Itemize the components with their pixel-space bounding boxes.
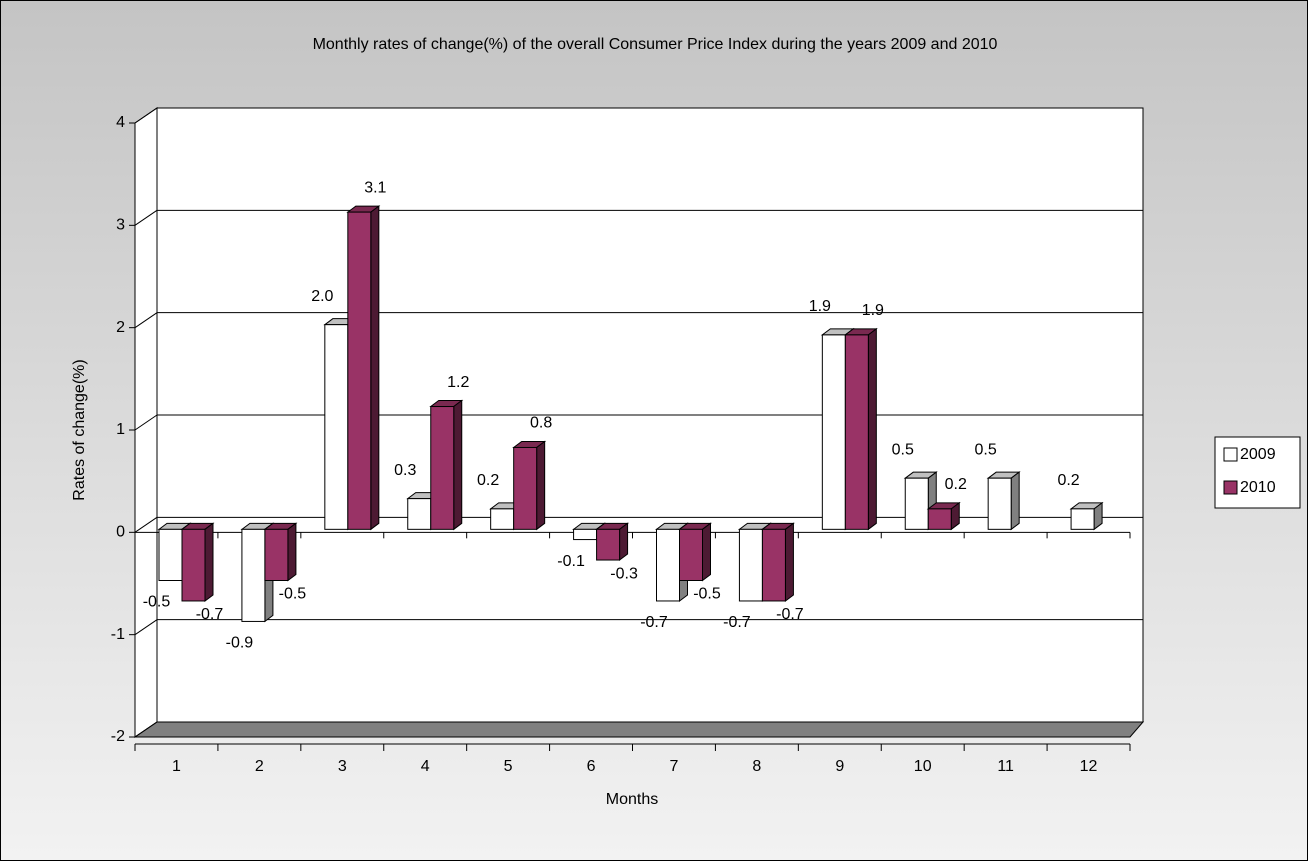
- x-tick-label: 11: [997, 758, 1014, 775]
- grid-line: [134, 619, 158, 636]
- value-label: 0.2: [477, 472, 499, 489]
- grid-line: [134, 516, 158, 533]
- grid-line: [134, 721, 158, 738]
- y-tick-label: 1: [116, 421, 125, 438]
- y-tick-label: 0: [116, 524, 125, 541]
- y-tick-label: 4: [116, 114, 125, 131]
- x-tick-label: 5: [504, 758, 513, 775]
- bar-side: [784, 522, 794, 602]
- legend-swatch: [1223, 447, 1238, 462]
- bar: [1070, 508, 1095, 530]
- bar-side: [867, 327, 877, 531]
- bar: [407, 498, 432, 530]
- chart-title: Monthly rates of change(%) of the overal…: [313, 36, 998, 53]
- value-label: 1.9: [809, 298, 831, 315]
- x-axis-title: Months: [606, 791, 658, 808]
- legend-label: 2009: [1240, 446, 1276, 463]
- bar: [904, 477, 929, 530]
- x-tick-label: 10: [914, 758, 932, 775]
- y-tick-label: -2: [111, 728, 125, 745]
- x-tick-label: 9: [835, 758, 844, 775]
- x-tick-label: 1: [172, 758, 181, 775]
- value-label: 0.8: [530, 415, 552, 432]
- bar: [430, 406, 455, 530]
- bar-side: [370, 205, 380, 531]
- value-label: 1.9: [862, 302, 884, 319]
- value-label: 3.1: [364, 179, 386, 196]
- value-label: 0.5: [892, 441, 914, 458]
- x-tick-label: 12: [1080, 758, 1098, 775]
- value-label: -0.7: [723, 614, 751, 631]
- value-label: -0.5: [143, 594, 171, 611]
- bar: [573, 528, 598, 541]
- value-label: 0.2: [1057, 472, 1079, 489]
- bar-side: [536, 440, 546, 531]
- y-tick-label: 2: [116, 319, 125, 336]
- bar: [490, 508, 515, 530]
- value-label: -0.3: [610, 565, 638, 582]
- bar: [324, 324, 349, 530]
- bar: [656, 528, 680, 602]
- value-label: 0.5: [975, 441, 997, 458]
- bar-side: [453, 399, 463, 531]
- legend-swatch: [1223, 480, 1238, 495]
- x-tick-label: 4: [421, 758, 430, 775]
- value-label: -0.5: [693, 586, 721, 603]
- y-tick-label: 3: [116, 217, 125, 234]
- y-axis-title: Rates of change(%): [71, 359, 88, 500]
- x-tick-label: 6: [587, 758, 596, 775]
- grid-line: [134, 414, 158, 431]
- bar-side: [204, 522, 214, 602]
- value-label: 0.2: [945, 476, 967, 493]
- bar: [264, 528, 289, 581]
- bar: [347, 211, 372, 530]
- bar: [844, 334, 869, 530]
- bar: [679, 528, 703, 581]
- value-label: -0.7: [776, 606, 804, 623]
- bar: [738, 528, 763, 602]
- x-tick-label: 3: [338, 758, 347, 775]
- value-label: -0.7: [196, 606, 224, 623]
- value-label: 1.2: [447, 374, 469, 391]
- bar: [987, 477, 1012, 530]
- bar-side: [1010, 471, 1020, 531]
- y-tick-label: -1: [111, 626, 125, 643]
- bar: [596, 528, 621, 561]
- value-label: -0.1: [557, 553, 585, 570]
- bar: [513, 446, 538, 530]
- x-tick-label: 8: [752, 758, 761, 775]
- bar: [927, 508, 952, 530]
- bar-side: [702, 522, 711, 582]
- grid-line: [134, 209, 158, 226]
- bar: [158, 528, 183, 581]
- value-label: -0.7: [640, 614, 668, 631]
- grid-line: [134, 107, 158, 124]
- value-label: 0.3: [394, 462, 416, 479]
- legend-label: 2010: [1240, 479, 1276, 496]
- bar: [181, 528, 206, 602]
- bar: [821, 334, 846, 530]
- bar: [241, 528, 266, 622]
- value-label: 2.0: [311, 288, 333, 305]
- grid-line: [134, 312, 158, 329]
- bar-side: [287, 522, 297, 582]
- value-label: -0.5: [279, 586, 307, 603]
- bar: [761, 528, 786, 602]
- x-tick-label: 2: [255, 758, 264, 775]
- value-label: -0.9: [226, 635, 254, 652]
- floor: [133, 721, 1145, 738]
- bar-side: [619, 522, 629, 562]
- x-tick-label: 7: [670, 758, 679, 775]
